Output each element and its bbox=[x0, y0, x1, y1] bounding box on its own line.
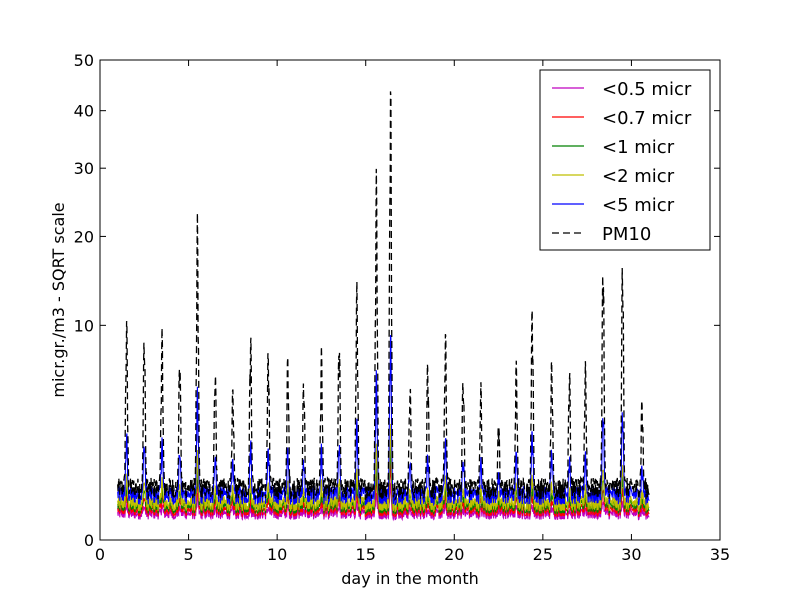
y-tick-label: 50 bbox=[74, 51, 94, 70]
plot-frame bbox=[99, 59, 721, 541]
x-tick-label: 35 bbox=[710, 545, 730, 564]
series-line bbox=[117, 91, 650, 501]
x-axis-label: day in the month bbox=[341, 569, 478, 588]
y-tick-label: 40 bbox=[74, 102, 94, 121]
y-axis-label: micr.gr./m3 - SQRT scale bbox=[49, 202, 68, 397]
x-tick-label: 30 bbox=[621, 545, 641, 564]
legend-label: <2 micr bbox=[602, 166, 675, 187]
y-tick-label: 10 bbox=[74, 316, 94, 335]
x-tick-label: 10 bbox=[267, 545, 287, 564]
legend-label: <1 micr bbox=[602, 137, 675, 158]
legend: <0.5 micr <0.7 micr <1 micr <2 micr <5 micr P… bbox=[539, 69, 711, 251]
x-tick-label: 0 bbox=[95, 545, 105, 564]
legend-label: <0.7 micr bbox=[602, 108, 692, 129]
y-tick-label: 20 bbox=[74, 227, 94, 246]
y-tick-label: 0 bbox=[84, 531, 94, 550]
x-tick-label: 25 bbox=[533, 545, 553, 564]
legend-label: <0.5 micr bbox=[602, 79, 692, 100]
legend-label: <5 micr bbox=[602, 195, 675, 216]
x-tick-label: 5 bbox=[183, 545, 193, 564]
x-tick-label: 15 bbox=[356, 545, 376, 564]
legend-frame bbox=[539, 69, 711, 251]
series-layer bbox=[117, 91, 650, 522]
y-tick-label: 30 bbox=[74, 159, 94, 178]
x-tick-label: 20 bbox=[444, 545, 464, 564]
ticks-layer: 0 5 10 15 20 25 30 35 0 10 20 30 40 50 bbox=[74, 51, 731, 564]
legend-label: PM10 bbox=[602, 224, 651, 245]
